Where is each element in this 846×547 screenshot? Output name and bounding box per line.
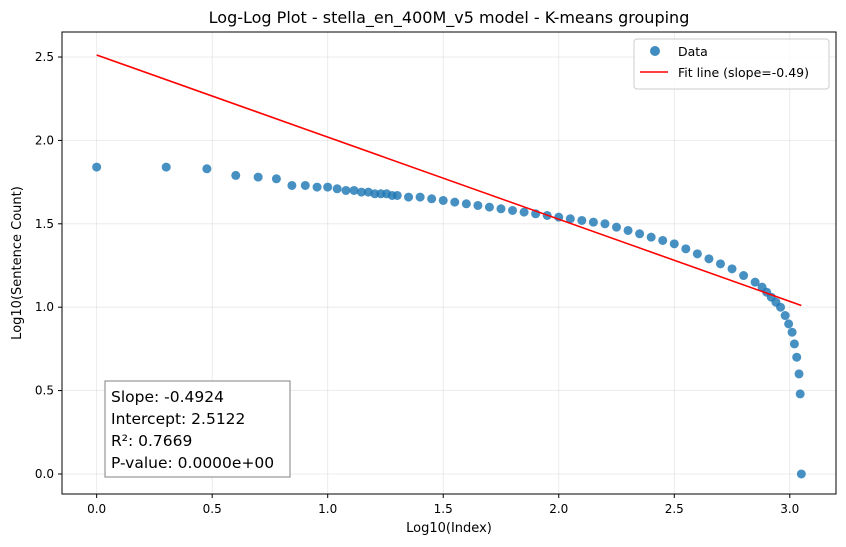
x-tick-label: 3.0 [780, 502, 799, 516]
y-axis: 0.0 0.5 1.0 1.5 2.0 2.5 [35, 50, 62, 481]
data-point [704, 254, 714, 264]
chart-title: Log-Log Plot - stella_en_400M_v5 model -… [209, 8, 690, 28]
x-tick-label: 1.5 [434, 502, 453, 516]
data-point [727, 264, 737, 274]
y-axis-label: Log10(Sentence Count) [10, 186, 25, 340]
fit-line [96, 54, 802, 307]
plot-area [92, 54, 806, 479]
data-point [681, 244, 691, 254]
data-point [450, 197, 460, 207]
x-tick-label: 0.0 [87, 502, 106, 516]
data-point [715, 259, 725, 269]
stats-intercept: Intercept: 2.5122 [111, 410, 245, 428]
y-tick-label: 0.0 [35, 467, 54, 481]
data-point [356, 187, 366, 197]
data-point [612, 222, 622, 232]
x-tick-label: 1.0 [318, 502, 337, 516]
data-point [92, 162, 102, 172]
data-point [496, 204, 506, 214]
y-tick-label: 2.5 [35, 50, 54, 64]
data-point [796, 469, 806, 479]
data-point [577, 215, 587, 225]
x-tick-label: 2.5 [665, 502, 684, 516]
legend-label-data: Data [678, 44, 708, 59]
y-tick-label: 1.5 [35, 217, 54, 231]
data-point [404, 192, 414, 202]
x-tick-label: 0.5 [203, 502, 222, 516]
x-axis: 0.0 0.5 1.0 1.5 2.0 2.5 3.0 [87, 494, 799, 516]
x-tick-label: 2.0 [549, 502, 568, 516]
plot-frame [61, 31, 837, 495]
data-point [739, 271, 749, 281]
x-axis-label: Log10(Index) [406, 521, 492, 536]
data-point [332, 184, 342, 194]
data-point [789, 339, 799, 349]
legend: Data Fit line (slope=-0.49) [633, 38, 830, 90]
stats-annotation: Slope: -0.4924 Intercept: 2.5122 R²: 0.7… [104, 380, 291, 478]
stats-box [104, 380, 291, 478]
data-point [623, 225, 633, 235]
data-point [780, 311, 790, 321]
data-point [776, 302, 786, 312]
data-point [565, 214, 575, 224]
stats-r-squared: R²: 0.7669 [111, 432, 192, 450]
data-point [427, 194, 437, 204]
data-point [287, 180, 297, 190]
stats-p-value: P-value: 0.0000e+00 [111, 454, 274, 472]
data-point [794, 369, 804, 379]
data-point [349, 185, 359, 195]
data-point [508, 205, 518, 215]
data-point [646, 232, 656, 242]
data-point [692, 249, 702, 259]
data-point [341, 185, 351, 195]
data-point [787, 327, 797, 337]
data-point [253, 172, 263, 182]
y-tick-label: 0.5 [35, 384, 54, 398]
data-point [231, 170, 241, 180]
data-point [473, 200, 483, 210]
data-point [658, 235, 668, 245]
legend-label-fit: Fit line (slope=-0.49) [678, 65, 809, 80]
data-point [484, 202, 494, 212]
data-point [588, 217, 598, 227]
data-point [271, 174, 281, 184]
data-point [323, 182, 333, 192]
legend-marker-data [650, 46, 660, 56]
data-point [600, 219, 610, 229]
data-point [161, 162, 171, 172]
y-tick-label: 2.0 [35, 133, 54, 147]
stats-slope: Slope: -0.4924 [111, 388, 224, 406]
data-point [795, 389, 805, 399]
data-point [519, 207, 529, 217]
data-point [438, 195, 448, 205]
legend-box [633, 38, 830, 90]
data-point [300, 180, 310, 190]
data-point [784, 319, 794, 329]
data-point [750, 277, 760, 287]
data-point [635, 229, 645, 239]
data-point [669, 239, 679, 249]
data-point [202, 164, 212, 174]
data-point [792, 352, 802, 362]
data-point [392, 190, 402, 200]
data-point [461, 199, 471, 209]
y-tick-label: 1.0 [35, 300, 54, 314]
data-point [312, 182, 322, 192]
data-point [415, 192, 425, 202]
